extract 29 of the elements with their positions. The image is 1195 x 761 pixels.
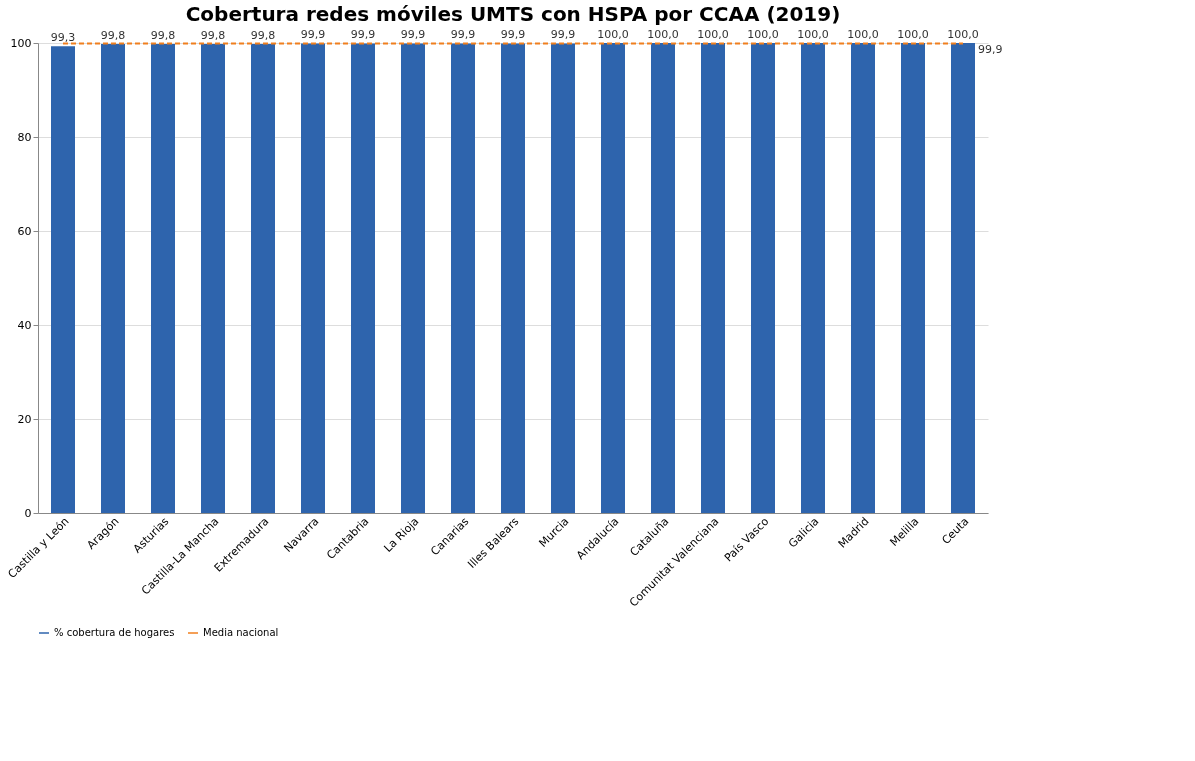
data-label: 99,8 [100,28,126,42]
y-tick-label: 100 [10,36,32,50]
data-label: 99,9 [550,28,576,42]
y-tick-label: 0 [24,506,32,520]
data-label: 99,9 [450,28,476,42]
data-label: 100,0 [647,28,679,41]
data-label: 100,0 [697,28,729,41]
data-label: 99,9 [350,28,376,42]
data-label: 99,3 [50,31,76,45]
y-tick-label: 40 [17,318,32,332]
data-label: 99,9 [300,28,326,42]
data-label: 100,0 [947,28,979,41]
legend-label: % cobertura de hogares [54,627,175,638]
y-tick-label: 20 [17,412,32,426]
data-label: 99,9 [978,43,1003,57]
data-label: 99,8 [200,28,226,42]
data-label: 99,8 [150,28,176,42]
data-label: 99,8 [250,28,276,42]
data-label: 100,0 [847,28,879,41]
y-tick-label: 60 [17,224,32,238]
y-tick-label: 80 [17,130,32,144]
chart-title: Cobertura redes móviles UMTS con HSPA por CCAA (2019) [185,2,841,26]
data-label: 99,9 [400,28,426,42]
legend-label: Media nacional [203,627,279,638]
data-label: 100,0 [897,28,929,41]
data-label: 100,0 [747,28,779,41]
data-label: 100,0 [597,28,629,41]
data-label: 99,9 [500,28,526,42]
data-label: 100,0 [797,28,829,41]
